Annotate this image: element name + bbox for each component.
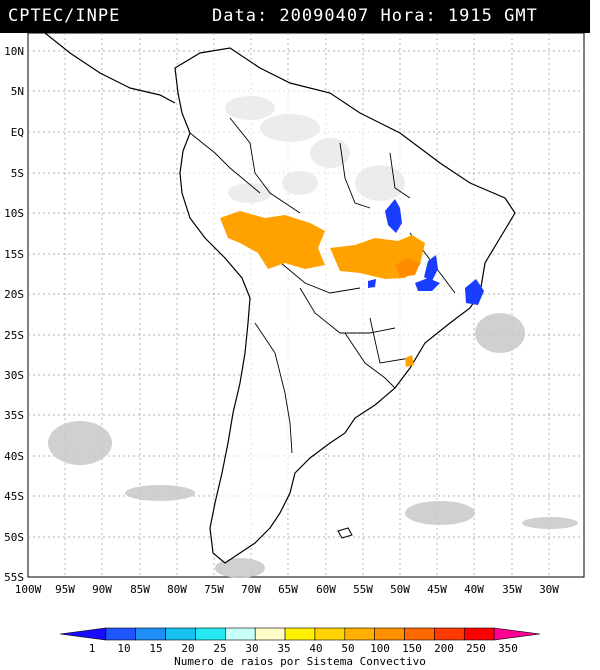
legend-tick: 150	[402, 642, 422, 655]
legend-caption: Numero de raios por Sistema Convectivo	[174, 655, 426, 668]
color-legend: 1 10 15 20 25 30 35 40 50 100 150 200 25…	[59, 627, 541, 668]
lon-label: 65W	[278, 583, 298, 596]
lat-label: 20S	[4, 288, 24, 301]
lon-label: 50W	[390, 583, 410, 596]
legend-swatch	[195, 627, 226, 641]
legend-swatch	[165, 627, 196, 641]
legend-tick: 10	[117, 642, 130, 655]
legend-ticks: 1 10 15 20 25 30 35 40 50 100 150 200 25…	[89, 642, 518, 655]
latitude-labels: 10N 5N EQ 5S 10S 15S 20S 25S 30S 35S 40S…	[4, 45, 24, 584]
legend-tick: 30	[245, 642, 258, 655]
legend-tick: 25	[213, 642, 226, 655]
legend-swatch	[463, 627, 495, 641]
source-label: CPTEC/INPE	[8, 6, 121, 26]
legend-tick: 100	[370, 642, 390, 655]
lat-label: EQ	[11, 126, 24, 139]
lat-label: 10N	[4, 45, 24, 58]
lightning-dark-orange	[395, 258, 420, 277]
title-bar: CPTEC/INPE Data: 20090407 Hora: 1915 GMT	[0, 0, 590, 33]
legend-swatch	[284, 627, 316, 641]
legend-tick: 35	[277, 642, 290, 655]
lat-label: 50S	[4, 531, 24, 544]
legend-swatch	[59, 627, 107, 641]
legend-swatch	[254, 627, 286, 641]
lon-label: 80W	[167, 583, 187, 596]
lon-label: 90W	[92, 583, 112, 596]
legend-tick: 15	[149, 642, 162, 655]
lon-label: 70W	[241, 583, 261, 596]
lat-label: 10S	[4, 207, 24, 220]
lon-label: 75W	[204, 583, 224, 596]
lat-label: 5S	[11, 167, 24, 180]
legend-tick: 250	[466, 642, 486, 655]
falklands-outline	[337, 527, 353, 539]
lon-label: 100W	[15, 583, 42, 596]
datetime-label: Data: 20090407 Hora: 1915 GMT	[212, 6, 538, 26]
legend-tick: 40	[309, 642, 322, 655]
lon-label: 60W	[316, 583, 336, 596]
legend-swatch	[404, 627, 435, 641]
legend-swatch	[225, 627, 256, 641]
lat-label: 35S	[4, 409, 24, 422]
legend-tick: 1	[89, 642, 96, 655]
lon-label: 55W	[353, 583, 373, 596]
legend-swatch	[374, 627, 405, 641]
legend-tick: 50	[341, 642, 354, 655]
lat-label: 5N	[11, 85, 24, 98]
lat-label: 30S	[4, 369, 24, 382]
legend-swatch	[493, 627, 541, 641]
lightning-map: 10N 5N EQ 5S 10S 15S 20S 25S 30S 35S 40S…	[4, 33, 585, 596]
lat-label: 15S	[4, 248, 24, 261]
lat-label: 45S	[4, 490, 24, 503]
legend-tick: 350	[498, 642, 518, 655]
lat-label: 40S	[4, 450, 24, 463]
legend-swatch	[344, 627, 375, 641]
lon-label: 45W	[427, 583, 447, 596]
lon-label: 85W	[130, 583, 150, 596]
central-america-coastline	[44, 33, 176, 104]
legend-tick: 200	[434, 642, 454, 655]
south-america-coastline	[174, 47, 516, 564]
legend-swatches	[59, 627, 541, 641]
longitude-labels: 100W 95W 90W 85W 80W 75W 70W 65W 60W 55W…	[15, 583, 560, 596]
lightning-blue	[368, 199, 484, 305]
legend-swatch	[434, 627, 465, 641]
legend-swatch	[105, 627, 137, 641]
lon-label: 35W	[502, 583, 522, 596]
lat-label: 55S	[4, 571, 24, 584]
legend-swatch	[135, 627, 166, 641]
lon-label: 30W	[539, 583, 559, 596]
lat-label: 25S	[4, 329, 24, 342]
legend-swatch	[314, 627, 346, 641]
lon-label: 40W	[464, 583, 484, 596]
legend-tick: 20	[181, 642, 194, 655]
lon-label: 95W	[55, 583, 75, 596]
